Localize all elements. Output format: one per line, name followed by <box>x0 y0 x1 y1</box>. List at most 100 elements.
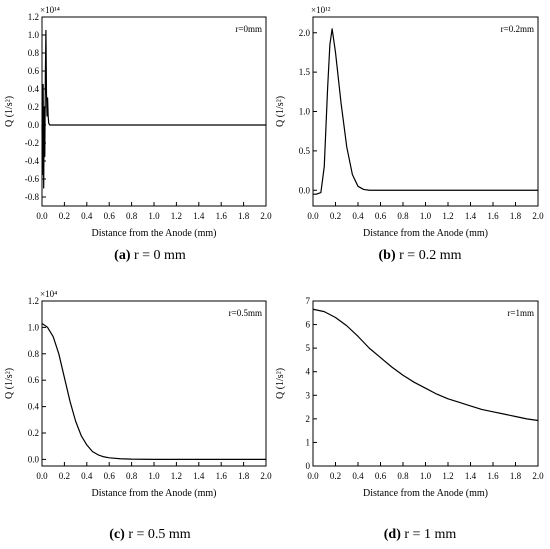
y-tick-label: 0.0 <box>28 454 40 464</box>
x-axis-label: Distance from the Anode (mm) <box>92 488 217 499</box>
x-tick-label: 1.8 <box>238 211 250 221</box>
y-tick-label: 4 <box>306 367 311 377</box>
x-tick-label: 0.0 <box>307 471 319 481</box>
x-axis-label: Distance from the Anode (mm) <box>92 228 217 239</box>
x-tick-label: 0.6 <box>375 211 387 221</box>
y-tick-label: 7 <box>306 296 311 306</box>
series-line <box>41 29 266 189</box>
y-tick-label: 0.8 <box>28 48 40 58</box>
x-tick-label: 1.6 <box>487 211 499 221</box>
series-annotation: r=0.5mm <box>229 308 262 318</box>
x-tick-label: 0.0 <box>36 211 48 221</box>
x-tick-label: 0.8 <box>397 471 409 481</box>
y-tick-label: 0.8 <box>28 349 40 359</box>
x-tick-label: 0.6 <box>375 471 387 481</box>
caption-text: r = 1 mm <box>401 527 456 542</box>
y-tick-label: 0.4 <box>28 84 40 94</box>
x-tick-label: 0.6 <box>104 471 116 481</box>
plot-frame <box>41 16 267 207</box>
caption-letter: (c) <box>109 527 125 542</box>
x-tick-label: 1.6 <box>216 471 228 481</box>
x-tick-label: 1.8 <box>238 471 250 481</box>
y-tick-label: -0.6 <box>25 174 40 184</box>
plot-frame <box>41 300 267 467</box>
plot-frame <box>312 16 539 207</box>
x-tick-label: 0.8 <box>126 471 138 481</box>
y-axis-label: Q (1/s²) <box>275 368 286 399</box>
y-tick-label: 1.2 <box>28 12 39 22</box>
y-tick-label: 1.0 <box>299 107 311 117</box>
series-line <box>312 308 539 422</box>
y-tick-label: 1.5 <box>299 67 311 77</box>
y-tick-label: 0.2 <box>28 102 39 112</box>
x-tick-label: 1.8 <box>510 211 522 221</box>
x-tick-label: 1.4 <box>465 471 477 481</box>
y-tick-label: 2.0 <box>299 28 311 38</box>
caption-letter: (a) <box>114 248 131 263</box>
x-tick-label: 0.2 <box>59 471 70 481</box>
x-tick-label: 0.0 <box>36 471 48 481</box>
x-tick-label: 1.2 <box>442 211 453 221</box>
x-tick-label: 1.4 <box>465 211 477 221</box>
x-tick-label: 1.0 <box>148 471 160 481</box>
y-tick-label: 3 <box>306 390 311 400</box>
y-axis-label: Q (1/s²) <box>275 96 286 127</box>
panel-caption: (b) r = 0.2 mm <box>379 248 462 263</box>
caption-text: r = 0 mm <box>130 248 185 263</box>
x-tick-label: 1.0 <box>420 211 432 221</box>
x-tick-label: 1.6 <box>216 211 228 221</box>
y-tick-label: 0.4 <box>28 402 40 412</box>
y-tick-label: 1.0 <box>28 322 40 332</box>
y-tick-label: 1.0 <box>28 30 40 40</box>
y-tick-label: -0.2 <box>25 138 39 148</box>
x-tick-label: 1.8 <box>510 471 522 481</box>
x-tick-label: 1.2 <box>442 471 453 481</box>
series-annotation: r=1mm <box>507 308 534 318</box>
x-tick-label: 0.4 <box>352 211 364 221</box>
y-axis-label: Q (1/s²) <box>4 96 15 127</box>
series-annotation: r=0mm <box>235 24 262 34</box>
y-tick-label: 0.6 <box>28 66 40 76</box>
panel-caption: (d) r = 1 mm <box>384 527 457 542</box>
y-tick-label: 1.2 <box>28 296 39 306</box>
y-tick-label: 0.2 <box>28 428 39 438</box>
x-tick-label: 0.8 <box>126 211 138 221</box>
x-tick-label: 1.2 <box>171 471 182 481</box>
y-tick-label: 5 <box>306 343 311 353</box>
panel-caption: (c) r = 0.5 mm <box>109 527 190 542</box>
x-tick-label: 0.2 <box>59 211 70 221</box>
x-tick-label: 0.8 <box>397 211 409 221</box>
caption-letter: (d) <box>384 527 401 542</box>
x-tick-label: 0.0 <box>307 211 319 221</box>
caption-text: r = 0.2 mm <box>396 248 462 263</box>
y-axis-multiplier: ×10¹² <box>311 5 331 15</box>
x-axis-label: Distance from the Anode (mm) <box>363 488 488 499</box>
series-line <box>41 322 266 460</box>
y-tick-label: -0.4 <box>25 156 40 166</box>
series-annotation: r=0.2mm <box>501 24 534 34</box>
y-axis-label: Q (1/s²) <box>4 368 15 399</box>
y-axis-multiplier: ×10¹⁴ <box>40 5 60 15</box>
x-axis-label: Distance from the Anode (mm) <box>363 228 488 239</box>
x-tick-label: 2.0 <box>532 471 544 481</box>
y-tick-label: 0.6 <box>28 375 40 385</box>
x-tick-label: 2.0 <box>260 211 272 221</box>
y-axis-multiplier: ×10⁴ <box>40 289 57 299</box>
x-tick-label: 0.2 <box>330 471 341 481</box>
series-line <box>313 28 538 195</box>
x-tick-label: 0.6 <box>104 211 116 221</box>
x-tick-label: 1.6 <box>487 471 499 481</box>
x-tick-label: 0.2 <box>330 211 341 221</box>
x-tick-label: 1.4 <box>193 471 205 481</box>
y-tick-label: 0 <box>306 461 311 471</box>
x-tick-label: 0.4 <box>81 211 93 221</box>
x-tick-label: 2.0 <box>260 471 272 481</box>
y-tick-label: 0.0 <box>28 120 40 130</box>
x-tick-label: 1.0 <box>148 211 160 221</box>
y-tick-label: 6 <box>306 320 311 330</box>
y-tick-label: 2 <box>306 414 311 424</box>
chart-panel-2: 0.0 0.2 0.4 0.6 0.8 1.0 1.2 1.4 1.6 1.8 2.0 0.0 0.5 1… <box>275 5 544 263</box>
chart-panel-1: 0.0 0.2 0.4 0.6 0.8 1.0 1.2 1.4 1.6 1.8 2.0 -0.8 -0.… <box>4 5 272 263</box>
chart-panel-3: 0.0 0.2 0.4 0.6 0.8 1.0 1.2 1.4 1.6 1.8 2.0 0.0 0.2 0… <box>4 289 272 542</box>
